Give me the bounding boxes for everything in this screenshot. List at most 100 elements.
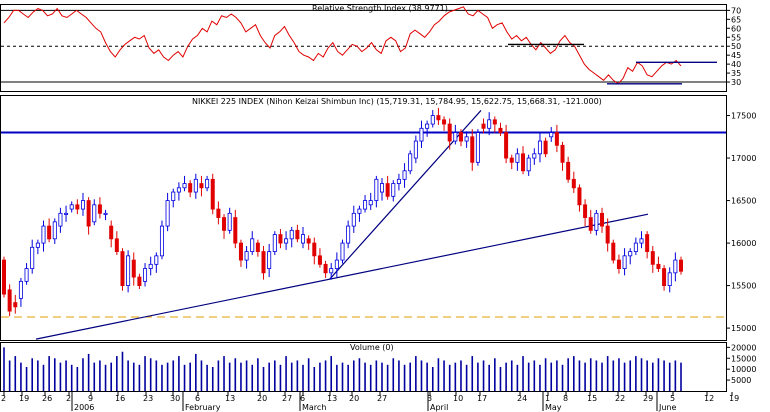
candle-body [267, 251, 272, 269]
x-day-label: 12 [704, 394, 714, 403]
x-month-label: February [185, 403, 221, 412]
x-day-label: 9 [88, 394, 93, 403]
x-day-label: 13 [327, 394, 337, 403]
candle-body [329, 268, 334, 274]
price-layer [1, 107, 726, 340]
candle-body [363, 200, 368, 210]
candle-body [379, 183, 384, 193]
candle-body [148, 263, 153, 269]
candle-body [80, 200, 85, 210]
x-day-label: 26 [42, 394, 52, 403]
candle-body [673, 259, 678, 274]
candle-body [526, 157, 531, 172]
candle-body [120, 251, 125, 286]
candle-body [650, 251, 655, 265]
candle-body [250, 238, 255, 252]
candle-body [458, 132, 463, 142]
candle-body [436, 115, 441, 121]
rsi-panel-title: Relative Strength Index (38.9771) [312, 4, 448, 13]
x-day-label: 3 [427, 394, 432, 403]
candle-body [75, 204, 80, 210]
x-day-label: 10 [453, 394, 463, 403]
candle-body [391, 183, 396, 197]
candle-body [58, 212, 63, 227]
candle-body [577, 187, 582, 206]
price-tick-label: 16000 [731, 239, 756, 248]
candle-body [351, 212, 356, 227]
candle-body [430, 115, 435, 125]
candle-body [159, 225, 164, 257]
candle-body [408, 153, 413, 172]
x-day-label: 20 [349, 394, 359, 403]
candle-body [611, 242, 616, 261]
candle-body [301, 234, 306, 244]
x-month-label: June [658, 403, 677, 412]
x-day-label: 27 [282, 394, 292, 403]
candle-body [13, 302, 18, 308]
candle-body [481, 123, 486, 129]
candle-body [97, 204, 102, 214]
rsi-tick-label: 55 [731, 33, 741, 42]
volume-panel-frame [0, 342, 727, 392]
candle-body [334, 259, 339, 269]
candle-body [442, 119, 447, 125]
rsi-tick-label: 60 [731, 24, 741, 33]
candle-body [126, 255, 131, 286]
rsi-line [3, 6, 682, 85]
candle-body [289, 229, 294, 240]
candle-body [560, 144, 565, 163]
candle-body [583, 204, 588, 218]
rsi-layer [1, 6, 726, 85]
candle-body [284, 238, 289, 244]
x-day-label: 22 [615, 394, 625, 403]
candle-body [41, 225, 46, 244]
volume-tick-label: 20000 [731, 343, 756, 352]
candle-body [171, 191, 176, 201]
rsi-tick-label: 70 [731, 6, 741, 15]
price-tick-label: 15500 [731, 282, 756, 291]
candle-body [154, 255, 159, 265]
candle-body [447, 123, 452, 142]
volume-tick-label: 15000 [731, 354, 756, 363]
candle-body [7, 289, 12, 312]
candle-body [131, 259, 136, 278]
candle-body [616, 259, 621, 269]
candle-body [210, 178, 215, 210]
candle-body [238, 242, 243, 261]
candle-body [143, 268, 148, 282]
candle-body [419, 127, 424, 142]
candle-body [554, 132, 559, 146]
candle-body [492, 119, 497, 125]
candle-body [594, 212, 599, 231]
price-panel-title: NIKKEI 225 INDEX (Nihon Keizai Shimbun I… [192, 97, 602, 106]
candle-body [515, 153, 520, 163]
x-month-label: April [430, 403, 448, 412]
candle-body [385, 183, 390, 197]
candle-body [227, 212, 232, 231]
candle-body [374, 178, 379, 201]
candle-body [92, 204, 97, 223]
candle-body [233, 217, 238, 244]
rsi-tick-label: 50 [731, 42, 741, 51]
volume-tick-label: 5000 [731, 376, 751, 385]
candle-body [639, 238, 644, 244]
candle-body [600, 212, 605, 227]
volume-tick-label: 10000 [731, 365, 756, 374]
candle-body [205, 178, 210, 189]
candle-body [346, 225, 351, 244]
candle-body [255, 242, 260, 252]
x-day-label: 19 [729, 394, 739, 403]
candle-body [261, 251, 266, 274]
candle-body [571, 178, 576, 189]
candle-body [137, 276, 142, 286]
rsi-tick-label: 35 [731, 69, 741, 78]
x-day-label: 30 [170, 394, 180, 403]
candle-body [222, 217, 227, 231]
candle-body [24, 268, 29, 282]
x-day-label: 15 [587, 394, 597, 403]
candle-body [413, 140, 418, 159]
candle-body [645, 234, 650, 252]
x-day-label: 23 [143, 394, 153, 403]
rsi-tick-label: 40 [731, 60, 741, 69]
